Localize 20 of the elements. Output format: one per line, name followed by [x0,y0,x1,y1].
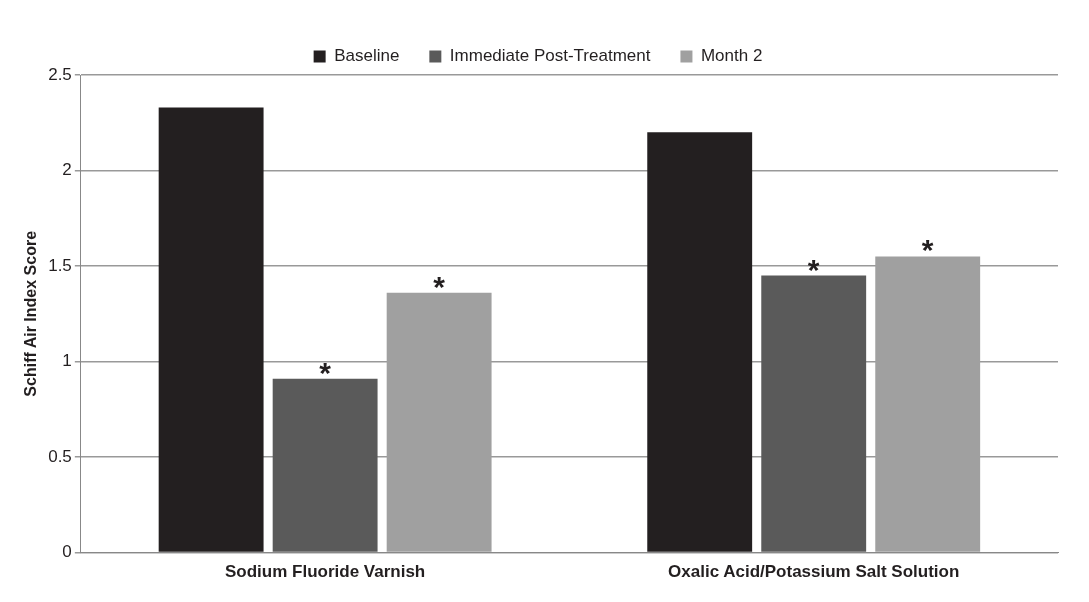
legend-label: Baseline [334,46,400,66]
annotation: * [807,252,820,286]
annotation: * [433,269,446,303]
bar [158,107,264,552]
bar [761,275,867,552]
y-axis-title: Schiff Air Index Score [22,230,40,397]
legend-label: Month 2 [700,46,763,66]
y-tick-label: 0 [62,542,72,562]
x-tick-label: Sodium Fluoride Varnish [225,562,426,582]
y-tick-label: 1.5 [48,255,72,275]
annotation: * [319,355,332,389]
legend-label: Immediate Post-Treatment [449,46,651,66]
y-tick-label: 1 [62,351,72,371]
annotation: * [921,233,934,267]
y-tick-label: 0.5 [48,446,72,466]
bar [272,378,378,552]
y-tick-label: 2 [62,160,72,180]
x-tick-label: Oxalic Acid/Potassium Salt Solution [668,562,960,582]
bar [647,132,753,552]
y-tick-label: 2.5 [48,64,72,84]
